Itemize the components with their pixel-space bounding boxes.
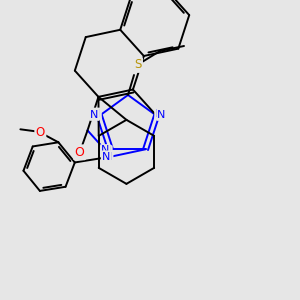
Text: S: S (134, 58, 142, 71)
Text: N: N (155, 109, 164, 119)
Text: S: S (134, 58, 142, 71)
Text: O: O (75, 146, 85, 159)
Text: N: N (92, 109, 101, 119)
Text: O: O (75, 146, 85, 159)
Text: N: N (101, 145, 110, 155)
Text: O: O (36, 126, 45, 139)
Text: N: N (102, 152, 110, 162)
Text: O: O (36, 126, 45, 139)
Text: N: N (157, 110, 166, 120)
Text: N: N (104, 152, 112, 162)
Text: N: N (103, 146, 112, 156)
Text: N: N (90, 110, 99, 120)
